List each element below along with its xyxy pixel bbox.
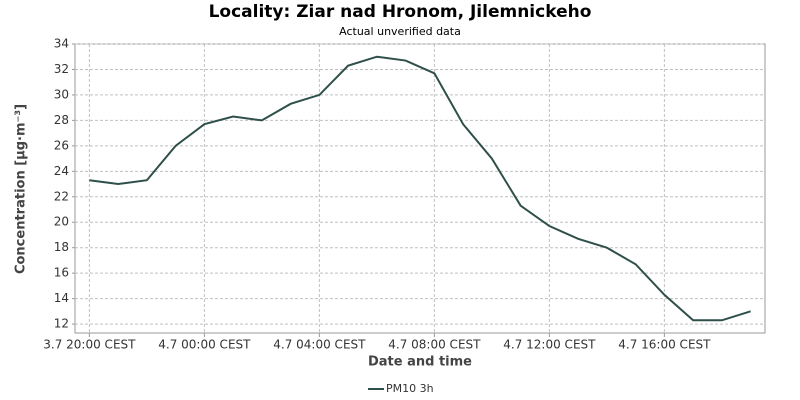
- y-tick-label: 16: [54, 266, 69, 280]
- y-tick-label: 14: [54, 291, 69, 305]
- chart-title: Locality: Ziar nad Hronom, Jilemnickeho: [209, 2, 592, 22]
- y-tick-label: 26: [54, 138, 69, 152]
- y-tick-label: 30: [54, 87, 69, 101]
- y-tick-label: 28: [54, 113, 69, 127]
- y-tick-label: 12: [54, 317, 69, 331]
- y-tick-label: 34: [54, 37, 69, 51]
- y-tick-label: 20: [54, 215, 69, 229]
- legend-label: PM10 3h: [386, 382, 434, 395]
- x-tick-label: 4.7 04:00 CEST: [273, 338, 366, 352]
- x-tick-label: 4.7 12:00 CEST: [503, 338, 596, 352]
- data-line: [89, 55, 751, 322]
- plot-frame: [74, 43, 766, 334]
- x-tick-label: 3.7 20:00 CEST: [43, 338, 136, 352]
- y-tick-label: 18: [54, 240, 69, 254]
- x-axis-label: Date and time: [368, 355, 472, 370]
- chart-subtitle: Actual unverified data: [339, 25, 461, 38]
- x-tick-label: 4.7 08:00 CEST: [388, 338, 481, 352]
- y-tick-label: 24: [54, 164, 69, 178]
- y-tick-label: 22: [54, 189, 69, 203]
- x-tick-label: 4.7 16:00 CEST: [618, 338, 711, 352]
- y-axis-label: Concentration [µg·m⁻³]: [14, 104, 29, 274]
- y-tick-label: 32: [54, 62, 69, 76]
- x-tick-label: 4.7 00:00 CEST: [158, 338, 251, 352]
